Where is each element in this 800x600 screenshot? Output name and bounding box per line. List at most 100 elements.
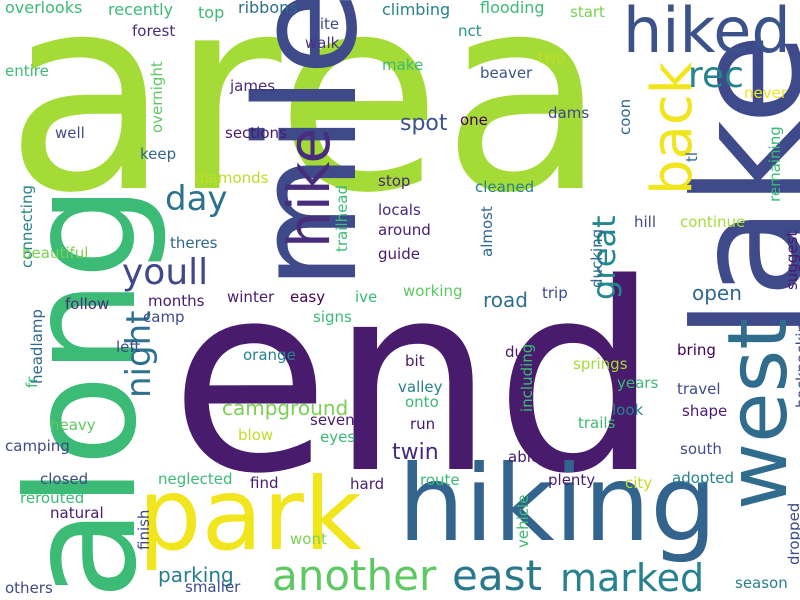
word-valley: valley — [398, 378, 443, 396]
word-guide: guide — [378, 245, 420, 263]
word-ducking: ducking — [588, 228, 606, 288]
word-onto: onto — [405, 393, 439, 411]
word-keep: keep — [140, 145, 177, 163]
word-theres: theres — [170, 234, 218, 252]
word-travel: travel — [677, 380, 721, 398]
word-almost: almost — [478, 206, 496, 257]
word-flooding: flooding — [480, 0, 545, 17]
word-start: start — [570, 3, 605, 21]
word-trailhead: trailhead — [333, 184, 351, 252]
word-bit: bit — [405, 352, 425, 370]
word-run: run — [410, 415, 436, 433]
word-months: months — [148, 292, 205, 310]
word-south: south — [680, 440, 722, 458]
word-tl: tl — [683, 151, 701, 162]
word-bring: bring — [677, 341, 716, 359]
word-camp: camp — [143, 308, 185, 326]
word-open: open — [692, 281, 742, 305]
word-including: including — [518, 343, 536, 412]
word-road: road — [483, 288, 528, 312]
word-recently: recently — [108, 0, 174, 19]
word-climbing: climbing — [382, 0, 451, 19]
word-trails: trails — [578, 414, 616, 432]
word-years: years — [617, 374, 659, 392]
word-sections: sections — [225, 124, 287, 142]
word-hiking: hiking — [398, 443, 717, 565]
word-trip: trip — [542, 284, 568, 302]
word-route: route — [420, 471, 460, 489]
word-forest: forest — [132, 22, 176, 40]
word-dams: dams — [548, 104, 590, 122]
word-overnight: overnight — [148, 61, 166, 133]
word-another: another — [272, 551, 437, 600]
word-able: able — [508, 448, 541, 466]
word-cleaned: cleaned — [475, 178, 535, 196]
word-beaver: beaver — [480, 64, 533, 82]
word-eyes: eyes — [320, 428, 356, 446]
word-closed: closed — [40, 470, 89, 488]
word-camping: camping — [5, 437, 70, 455]
word-diamonds: diamonds — [195, 169, 269, 187]
word-twin: twin — [392, 440, 439, 465]
word-orange: orange — [243, 346, 296, 364]
word-winter: winter — [227, 288, 275, 306]
word-continue: continue — [680, 213, 746, 231]
word-youll: youll — [122, 252, 209, 293]
word-walk: walk — [305, 34, 340, 52]
word-end: end — [170, 229, 660, 531]
word-ive: ive — [355, 288, 378, 306]
word-seven: seven — [310, 411, 355, 429]
word-beautiful: beautiful — [22, 244, 89, 262]
word-top: top — [198, 3, 225, 22]
word-nct: nct — [458, 22, 482, 40]
word-rerouted: rerouted — [20, 489, 85, 507]
word-smaller: smaller — [185, 578, 241, 596]
word-find: find — [250, 474, 279, 492]
word-campground: campground — [222, 396, 349, 420]
word-site: site — [312, 15, 340, 33]
word-rec: rec — [688, 55, 744, 96]
word-springs: springs — [573, 355, 628, 373]
word-adopted: adopted — [672, 469, 735, 487]
word-day: day — [165, 179, 228, 219]
word-east: east — [452, 551, 542, 600]
word-finish: finish — [135, 509, 153, 550]
word-remaining: remaining — [766, 126, 784, 202]
word-look: look — [612, 401, 644, 419]
word-hiked: hiked — [623, 0, 791, 67]
word-blow: blow — [238, 426, 274, 444]
word-natural: natural — [50, 504, 104, 522]
word-fr: fr — [23, 376, 41, 388]
word-vehicle: vehicle — [514, 494, 532, 548]
word-well: well — [55, 124, 85, 142]
word-marked: marked — [560, 556, 705, 600]
word-shape: shape — [682, 402, 728, 420]
word-suggest: suggest — [783, 230, 800, 290]
word-entire: entire — [5, 62, 49, 80]
word-james: james — [230, 77, 276, 95]
word-park: park — [138, 456, 362, 573]
word-coon: coon — [616, 98, 634, 135]
word-heavy: heavy — [50, 416, 96, 434]
word-due: due — [505, 343, 534, 361]
word-working: working — [403, 282, 463, 300]
word-hike: hike — [275, 127, 343, 248]
word-follow: follow — [65, 295, 110, 313]
word-plenty: plenty — [548, 471, 596, 489]
word-city: city — [625, 474, 653, 492]
word-make: make — [382, 56, 424, 74]
word-two: two — [538, 49, 566, 67]
word-parking: parking — [158, 563, 234, 587]
word-never: never — [744, 84, 788, 102]
word-dropped: dropped — [785, 502, 800, 565]
word-spot: spot — [400, 111, 448, 136]
word-season: season — [735, 574, 788, 592]
word-wont: wont — [290, 530, 327, 548]
word-backpacking: backpacking — [793, 313, 800, 409]
word-locals: locals — [378, 201, 421, 219]
word-neglected: neglected — [158, 470, 233, 488]
word-easy: easy — [290, 288, 326, 306]
word-stop: stop — [378, 172, 411, 190]
word-signs: signs — [313, 308, 352, 326]
